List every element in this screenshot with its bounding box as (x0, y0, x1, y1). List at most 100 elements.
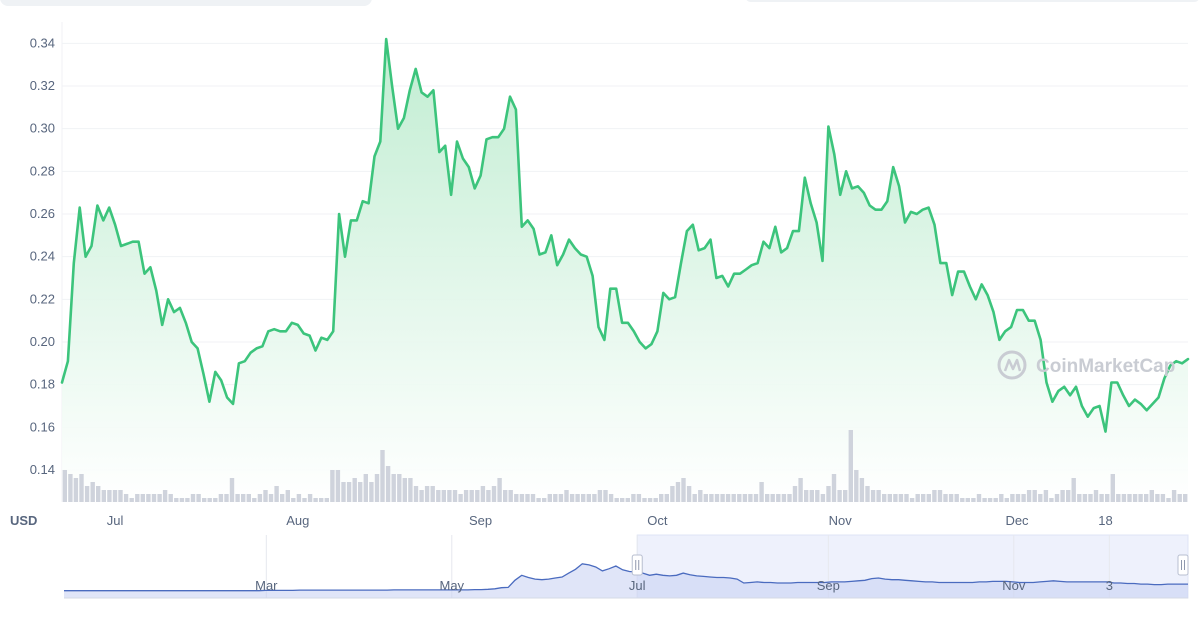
volume-bar (675, 482, 681, 502)
volume-bar (96, 486, 101, 502)
volume-bar (413, 486, 419, 502)
volume-bar (252, 498, 257, 502)
volume-bar (837, 490, 842, 502)
volume-bar (960, 498, 965, 502)
x-tick-label: Sep (469, 513, 492, 528)
x-tick-label: Aug (286, 513, 309, 528)
volume-bar (1066, 490, 1071, 502)
volume-bar (123, 494, 129, 502)
volume-bar (1127, 494, 1132, 502)
navigator-handle[interactable] (631, 554, 643, 576)
y-tick-label: 0.16 (30, 419, 55, 434)
coinmarketcap-logo-mark (1003, 358, 1022, 372)
volume-bar (530, 494, 536, 502)
volume-bar (553, 494, 558, 502)
volume-bar (313, 498, 318, 502)
volume-bar (1132, 494, 1138, 502)
volume-bar (1049, 498, 1054, 502)
y-tick-label: 0.20 (30, 334, 55, 349)
top-left-pill[interactable] (0, 0, 372, 6)
volume-bar (235, 494, 240, 502)
price-line (60, 37, 1190, 433)
volume-bar (1071, 478, 1076, 502)
volume-bar (101, 490, 106, 502)
volume-bar (709, 494, 714, 502)
volume-bar (335, 470, 341, 502)
y-tick-label: 0.24 (30, 249, 55, 264)
x-tick-label: Nov (829, 513, 853, 528)
volume-bar (1177, 494, 1182, 502)
volume-bar (458, 494, 463, 502)
navigator-handle-grip[interactable] (1177, 554, 1189, 576)
price-area-fill (62, 39, 1188, 502)
volume-bar (569, 494, 575, 502)
volume-bar (915, 494, 920, 502)
volume-bar (898, 494, 904, 502)
volume-bar (753, 494, 759, 502)
volume-bar (475, 490, 480, 502)
volume-bar (703, 494, 708, 502)
currency-label: USD (10, 513, 37, 528)
volume-bar (268, 494, 274, 502)
volume-bar (491, 486, 497, 502)
volume-bar (770, 494, 775, 502)
volume-bar (1026, 490, 1032, 502)
volume-bar (525, 494, 530, 502)
volume-bar (307, 494, 313, 502)
volume-bar (202, 498, 207, 502)
top-right-pill[interactable] (745, 0, 1200, 2)
navigator-line (64, 563, 1188, 592)
volume-bar (1043, 490, 1049, 502)
volume-bar (776, 494, 781, 502)
volume-bar (748, 494, 753, 502)
volume-bar (826, 486, 831, 502)
volume-bar (792, 486, 798, 502)
volume-bar (815, 490, 820, 502)
volume-bar (408, 478, 413, 502)
x-tick-label: Jul (107, 513, 124, 528)
volume-bar (564, 490, 569, 502)
volume-bar (229, 478, 235, 502)
volume-bar (876, 490, 881, 502)
volume-bar (1060, 490, 1065, 502)
navigator[interactable]: Mar May Jul Sep Nov 3 (64, 534, 1189, 599)
volume-bar (90, 482, 95, 502)
volume-bar (196, 494, 201, 502)
navigator-handle[interactable] (1177, 554, 1189, 576)
volume-bar (547, 494, 552, 502)
volume-bar (319, 498, 324, 502)
volume-bar (781, 494, 787, 502)
volume-bar (987, 498, 993, 502)
volume-bar (625, 498, 630, 502)
volume-bar (742, 494, 748, 502)
volume-bar (686, 486, 692, 502)
volume-bar (737, 494, 742, 502)
volume-bar (274, 486, 279, 502)
volume-bar (291, 498, 296, 502)
coinmarketcap-logo-icon (997, 350, 1027, 380)
x-tick-label: Oct (647, 513, 668, 528)
navigator-handle-grip[interactable] (631, 554, 643, 576)
navigator-tick-label: Nov (1002, 578, 1026, 593)
volume-bar (921, 494, 926, 502)
volume-bar (190, 494, 196, 502)
volume-bar (725, 494, 731, 502)
navigator-tick-label: Jul (629, 578, 646, 593)
volume-bar (954, 494, 959, 502)
volume-bar (1149, 490, 1154, 502)
y-tick-label: 0.18 (30, 377, 55, 392)
volume-bar (285, 490, 290, 502)
volume-bar (965, 498, 970, 502)
volume-bar (519, 494, 525, 502)
navigator-tick-label: 3 (1106, 578, 1113, 593)
volume-bar (1082, 494, 1088, 502)
navigator-tick-label: Mar (255, 578, 278, 593)
volume-bar (1110, 474, 1115, 502)
volume-bar (436, 490, 441, 502)
volume-bar (909, 498, 915, 502)
volume-bar (592, 494, 597, 502)
volume-bar (486, 490, 491, 502)
volume-bar (859, 478, 865, 502)
volume-bar (452, 490, 458, 502)
volume-bar (787, 494, 792, 502)
